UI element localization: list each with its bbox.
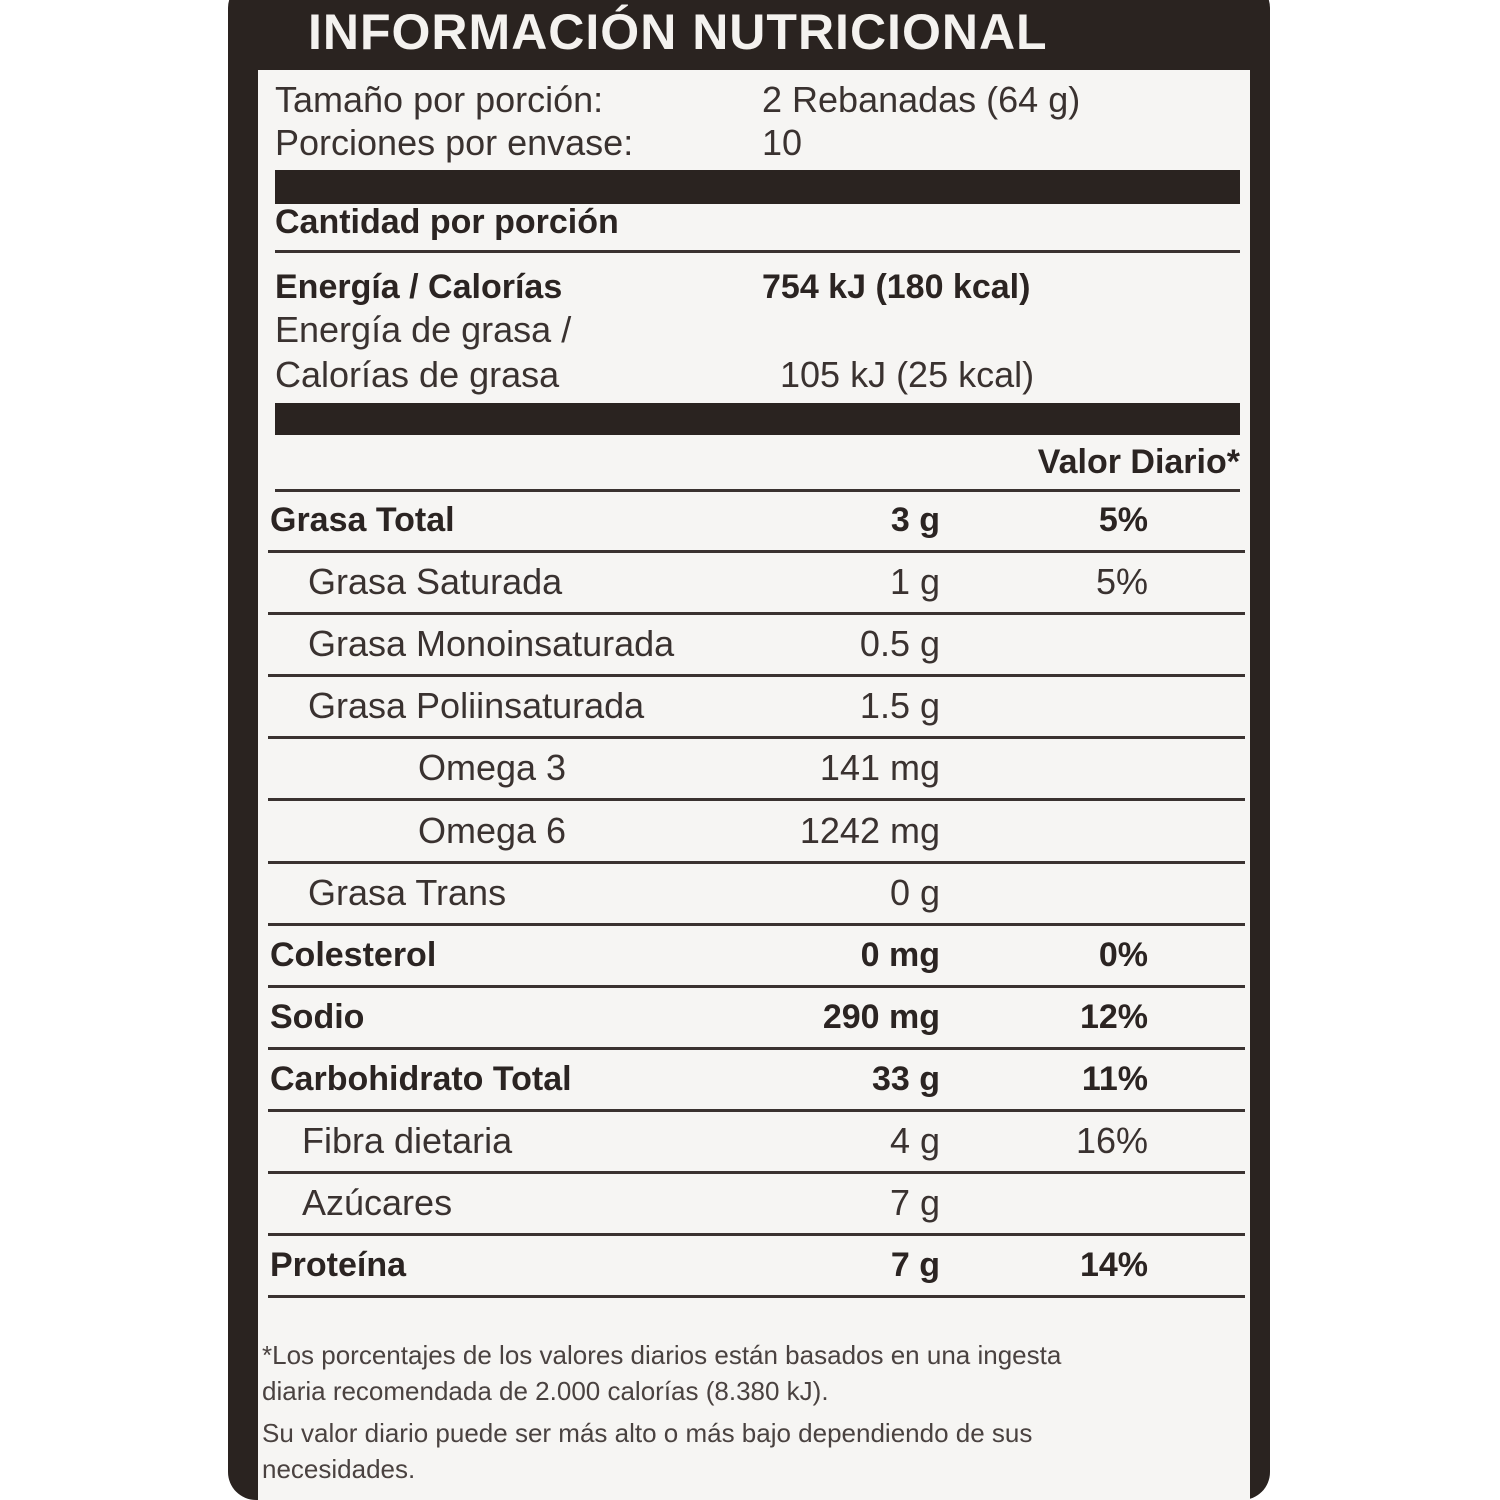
nutrient-name: Azúcares — [302, 1182, 453, 1224]
nutrient-daily-value: 16% — [1075, 1120, 1148, 1161]
nutrient-amount: 1.5 g — [859, 685, 940, 727]
nutrient-daily-value: 14% — [1079, 1246, 1148, 1285]
amount-header: Cantidad por porción — [275, 203, 619, 241]
energy-label: Calorías de grasa — [275, 354, 560, 395]
nutrient-daily-value: 11% — [1081, 1059, 1148, 1098]
thick-rule — [275, 403, 1240, 435]
nutrient-name: Grasa Monoinsaturada — [308, 623, 675, 665]
rule — [268, 798, 1245, 802]
nutrient-amount: 7 g — [890, 1246, 940, 1285]
rule — [275, 250, 1240, 253]
energy-value: 754 kJ (180 kcal) — [762, 268, 1031, 306]
rule — [275, 489, 1240, 492]
nutrient-amount: 1242 mg — [799, 809, 940, 851]
nutrient-amount: 3 g — [890, 501, 940, 539]
nutrient-amount: 4 g — [889, 1120, 940, 1161]
nutrient-amount: 290 mg — [822, 997, 940, 1036]
nutrient-amount: 33 g — [871, 1059, 940, 1098]
serving-label: Tamaño por porción: — [275, 79, 604, 120]
nutrient-daily-value: 0% — [1098, 935, 1148, 974]
nutrient-amount: 0.5 g — [859, 623, 940, 665]
nutrient-amount: 0 g — [889, 871, 940, 913]
nutrient-name: Grasa Saturada — [308, 561, 563, 603]
serving-value: 2 Rebanadas (64 g) — [762, 79, 1081, 120]
energy-label: Energía / Calorías — [275, 268, 563, 306]
serving-value: 10 — [762, 122, 803, 163]
rule — [268, 1046, 1245, 1050]
rule — [268, 550, 1245, 553]
rule — [268, 736, 1245, 740]
footnote-line: necesidades. — [262, 1454, 416, 1484]
nutrient-name: Grasa Trans — [308, 871, 507, 913]
thick-rule — [275, 170, 1240, 204]
footnote-line: *Los porcentajes de los valores diarios … — [262, 1340, 1062, 1370]
nutrient-daily-value: 12% — [1079, 997, 1148, 1036]
rule — [268, 922, 1245, 926]
rule — [268, 1295, 1245, 1299]
rule — [268, 674, 1245, 678]
rule — [268, 612, 1245, 616]
rule — [268, 1171, 1245, 1174]
nutrient-amount: 141 mg — [819, 747, 940, 789]
nutrient-name: Sodio — [270, 997, 365, 1036]
title: INFORMACIÓN NUTRICIONAL — [308, 4, 1048, 60]
nutrient-name: Carbohidrato Total — [270, 1059, 572, 1098]
footnote-line: diaria recomendada de 2.000 calorías (8.… — [262, 1376, 829, 1406]
energy-value: 105 kJ (25 kcal) — [780, 354, 1035, 395]
label-panel — [258, 70, 1250, 1500]
nutrient-name: Grasa Total — [270, 501, 455, 539]
nutrient-amount: 1 g — [889, 561, 940, 603]
rule — [268, 984, 1245, 988]
nutrient-daily-value: 5% — [1095, 561, 1148, 603]
daily-value-header: Valor Diario* — [1037, 443, 1240, 481]
nutrient-name: Grasa Poliinsaturada — [308, 685, 645, 727]
nutrient-amount: 7 g — [889, 1182, 940, 1224]
footnote-line: Su valor diario puede ser más alto o más… — [262, 1418, 1033, 1448]
rule — [268, 860, 1245, 864]
nutrient-name: Proteína — [270, 1246, 407, 1285]
serving-label: Porciones por envase: — [275, 122, 634, 163]
rule — [268, 1233, 1245, 1237]
rule — [268, 1108, 1245, 1112]
energy-label: Energía de grasa / — [275, 309, 572, 350]
nutrient-daily-value: 5% — [1098, 501, 1148, 539]
nutrient-name: Omega 3 — [418, 747, 567, 789]
nutrient-name: Fibra dietaria — [302, 1120, 513, 1161]
nutrient-name: Colesterol — [270, 935, 437, 974]
nutrient-amount: 0 mg — [860, 935, 940, 974]
nutrient-name: Omega 6 — [418, 809, 567, 851]
